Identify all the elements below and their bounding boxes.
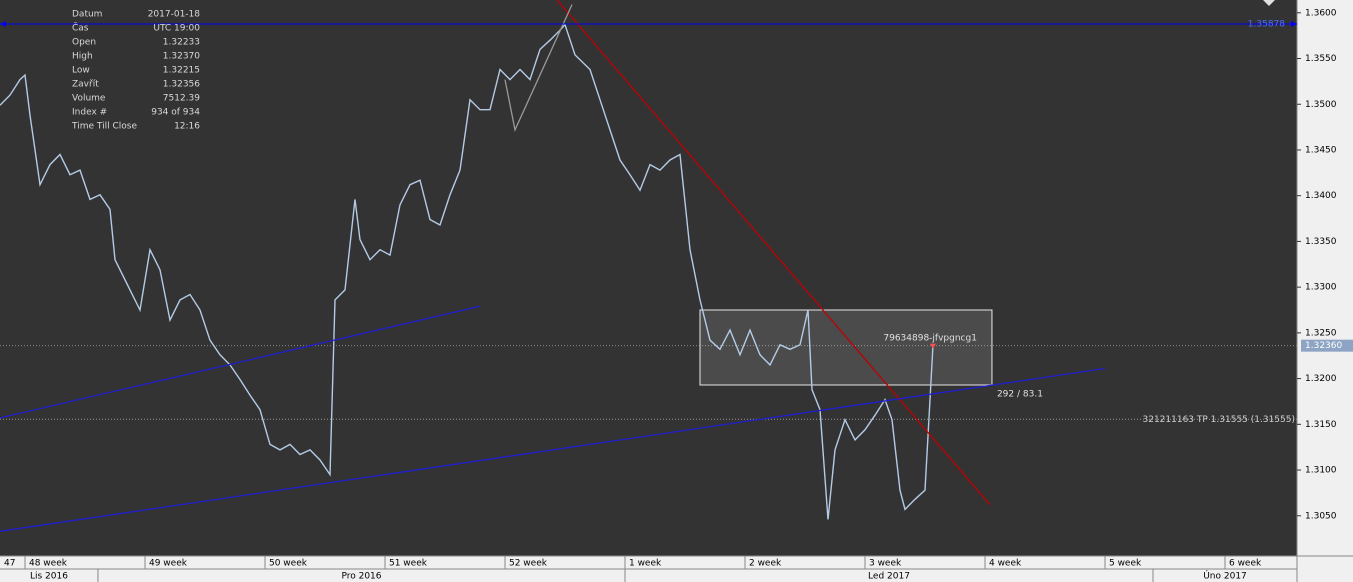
y-tick-label: 1.3550: [1305, 54, 1337, 64]
info-value: 1.32356: [163, 80, 200, 90]
order-label: 321211163 TP 1.31555 (1.31555): [1143, 415, 1296, 425]
y-tick-label: 1.3150: [1305, 420, 1337, 430]
x-tick-label: 49 week: [149, 559, 188, 569]
current-price-box: [1301, 339, 1353, 352]
month-label: Lis 2016: [30, 572, 68, 582]
info-value: 1.32370: [163, 52, 200, 62]
month-label: Led 2017: [868, 572, 910, 582]
info-value: 934 of 934: [151, 108, 200, 118]
y-tick-label: 1.3100: [1305, 466, 1337, 476]
x-tick-label: 52 week: [509, 559, 548, 569]
y-tick-label: 1.3350: [1305, 237, 1337, 247]
trendline: [504, 4, 573, 133]
trendline: [0, 367, 1106, 532]
current-price-label: 1.32360: [1305, 341, 1342, 351]
info-value: UTC 19:00: [153, 24, 200, 34]
month-label: Úno 2017: [1203, 570, 1247, 582]
x-tick-label: 6 week: [1229, 559, 1262, 569]
info-label: High: [72, 52, 93, 62]
plot-area: [0, 0, 1297, 556]
hline-arrow: [0, 20, 6, 27]
y-tick-label: 1.3200: [1305, 374, 1337, 384]
y-tick-label: 1.3450: [1305, 145, 1337, 155]
info-label: Time Till Close: [71, 122, 137, 132]
x-tick-label: 1 week: [629, 559, 662, 569]
hline-arrow: [1291, 20, 1297, 27]
x-tick-label: 5 week: [1109, 559, 1142, 569]
x-tick-label: 4 week: [989, 559, 1022, 569]
current-marker: [930, 343, 937, 349]
info-value: 1.32215: [163, 66, 200, 76]
y-tick-label: 1.3250: [1305, 328, 1337, 338]
info-label: Zavřít: [72, 80, 99, 90]
info-label: Low: [72, 66, 90, 76]
trendline: [0, 305, 481, 419]
x-tick-label: 2 week: [749, 559, 782, 569]
hline-label: 1.35878: [1248, 19, 1285, 29]
trendline: [556, 0, 991, 506]
info-label: Čas: [72, 22, 89, 34]
info-value: 7512.39: [163, 94, 200, 104]
month-label: Pro 2016: [341, 572, 381, 582]
info-value: 1.32233: [163, 38, 200, 48]
rectangle-label: 79634898-jfvpgncg1: [883, 334, 977, 344]
info-label: Volume: [72, 94, 106, 104]
y-tick-label: 1.3300: [1305, 283, 1337, 293]
y-tick-label: 1.3050: [1305, 511, 1337, 521]
x-tick-label: 48 week: [29, 559, 68, 569]
scroll-marker[interactable]: [1263, 0, 1275, 6]
rectangle-drawing: [699, 309, 993, 386]
info-label: Datum: [72, 10, 102, 20]
x-tick-label: 3 week: [869, 559, 902, 569]
x-tick-label: 51 week: [389, 559, 428, 569]
y-tick-label: 1.3400: [1305, 191, 1337, 201]
x-tick-label: 50 week: [269, 559, 308, 569]
rectangle-measure: 292 / 83.1: [997, 389, 1043, 399]
y-tick-label: 1.3600: [1305, 8, 1337, 18]
y-tick-label: 1.3500: [1305, 100, 1337, 110]
info-value: 2017-01-18: [148, 10, 201, 20]
x-tick-label: 47: [4, 559, 15, 569]
info-label: Open: [72, 38, 96, 48]
info-label: Index #: [72, 108, 107, 118]
info-value: 12:16: [174, 122, 200, 132]
price-line: [0, 23, 934, 520]
